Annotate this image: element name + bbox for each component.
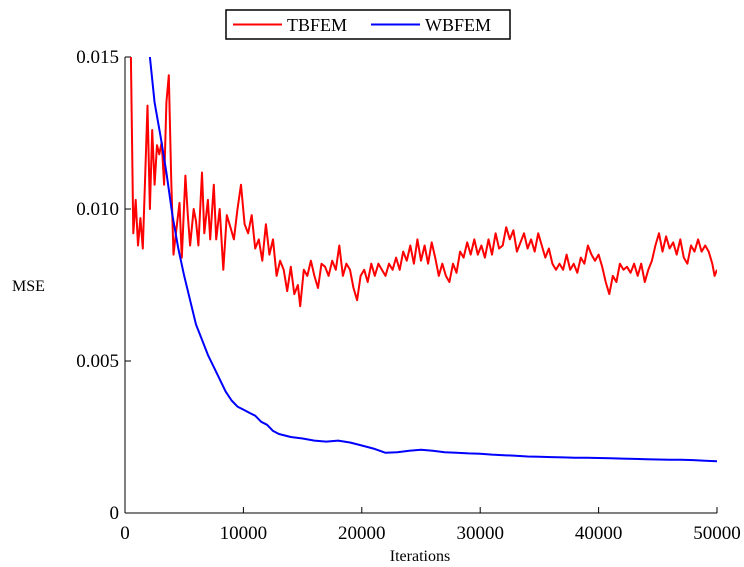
x-tick-label: 50000 <box>693 523 741 544</box>
y-tick-label: 0.015 <box>76 47 119 68</box>
y-axis-ticks: 0 0.005 0.010 0.015 <box>76 47 131 524</box>
x-axis-ticks: 0 10000 20000 30000 40000 50000 <box>120 507 741 544</box>
series-lines <box>129 57 717 463</box>
x-tick-label: 40000 <box>575 523 623 544</box>
legend: TBFEM WBFEM <box>225 9 511 40</box>
y-tick-label: 0 <box>110 503 120 524</box>
y-tick-label: 0.005 <box>76 351 119 372</box>
y-tick-label: 0.010 <box>76 199 119 220</box>
x-tick-label: 0 <box>120 523 130 544</box>
x-tick-label: 10000 <box>220 523 268 544</box>
x-tick-label: 20000 <box>338 523 386 544</box>
series-line-tbfem <box>129 57 717 308</box>
x-axis-title: Iterations <box>390 548 450 565</box>
y-axis-title: MSE <box>12 278 45 295</box>
legend-label-wbfem: WBFEM <box>425 15 491 35</box>
legend-label-tbfem: TBFEM <box>287 15 347 35</box>
x-tick-label: 30000 <box>456 523 504 544</box>
series-line-wbfem <box>148 57 717 463</box>
